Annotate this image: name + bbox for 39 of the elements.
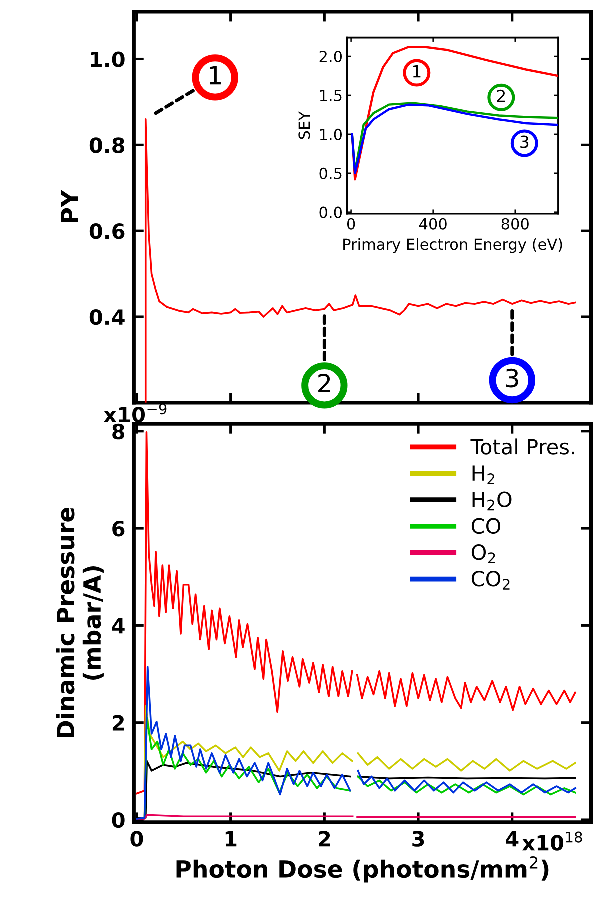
- y-tick-label: 0.6: [90, 224, 125, 240]
- x-tick-label: 0: [347, 218, 356, 230]
- text: x10$^{18}$: [522, 832, 582, 851]
- y-axis-title: SEY: [298, 111, 310, 140]
- series-label: 2: [497, 90, 506, 102]
- legend-label: O$_{2}$: [472, 544, 496, 564]
- y-tick-label: 1.0: [320, 128, 342, 140]
- legend-label: H$_{2}$O: [472, 492, 512, 511]
- y-tick-label: 2.0: [320, 50, 342, 63]
- legend-label: CO$_{2}$: [472, 570, 510, 590]
- y-tick-label: 0.8: [90, 138, 125, 154]
- y-tick-label: 4: [112, 618, 125, 634]
- annotation: 3: [506, 368, 518, 388]
- y-tick-label: 8: [112, 424, 125, 440]
- y-tick-label: 0.5: [320, 168, 342, 180]
- y-tick-label: 1.5: [320, 90, 342, 102]
- x-tick-label: 1: [226, 831, 237, 847]
- x-tick-label: 0: [130, 831, 144, 847]
- series-label: 1: [413, 65, 421, 78]
- annotation: 1: [210, 66, 221, 85]
- x-axis-title: Primary Electron Energy (eV): [344, 238, 562, 254]
- x-tick-label: 4: [506, 831, 519, 847]
- y-axis-title: Dinamic Pressure (mbar/A): [56, 508, 104, 738]
- y-tick-label: 1.0: [91, 52, 125, 68]
- x-tick-label: 400: [420, 218, 447, 230]
- y-tick-label: 2: [112, 715, 124, 731]
- legend-label: Total Pres.: [470, 438, 574, 455]
- legend-label: CO: [472, 518, 501, 534]
- x-tick-label: 800: [502, 218, 529, 230]
- y-axis-title: PY: [61, 190, 78, 222]
- line-series: [351, 46, 558, 181]
- y-tick-label: 0: [112, 812, 125, 828]
- x-axis-title: Photon Dose (photons/mm$^{2}$): [176, 856, 549, 883]
- legend-label: H$_{2}$: [472, 466, 494, 484]
- y-tick-label: 0.0: [320, 206, 342, 218]
- x-tick-label: 3: [412, 831, 424, 847]
- y-tick-label: 0.4: [90, 309, 125, 326]
- y-tick-label: 6: [112, 521, 125, 537]
- series-label: 3: [520, 136, 529, 148]
